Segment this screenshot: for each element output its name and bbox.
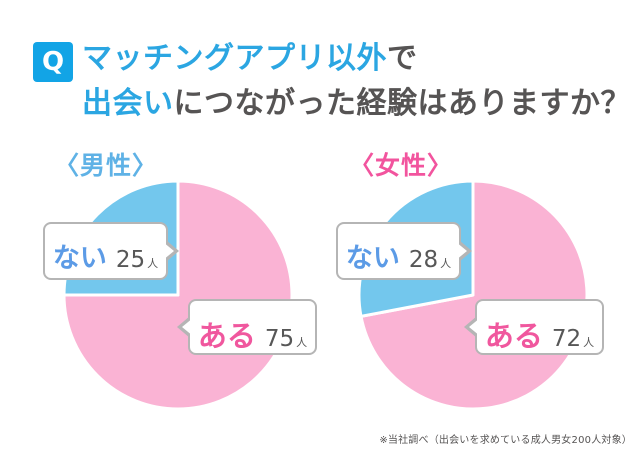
title-line-2-rest: につながった経験はありますか？ xyxy=(173,86,631,121)
question-title: マッチングアプリ以外で 出会いにつながった経験はありますか？ xyxy=(82,36,631,126)
male-no-unit: 人 xyxy=(147,257,159,270)
female-no-callout: ない 28 人 xyxy=(336,222,472,280)
male-yes-callout: ある 75 人 xyxy=(177,299,317,355)
female-no-label: ない xyxy=(345,243,400,274)
female-no-unit: 人 xyxy=(440,257,452,270)
question-badge: Q xyxy=(33,42,73,82)
female-group-label: 〈女性〉 xyxy=(349,151,454,180)
female-yes-unit: 人 xyxy=(583,336,595,349)
male-group-label: 〈男性〉 xyxy=(54,151,159,180)
female-yes-callout: ある 72 人 xyxy=(464,299,604,355)
male-yes-label: ある xyxy=(197,319,256,353)
female-yes-count: 72 xyxy=(551,326,582,352)
female-no-count: 28 xyxy=(408,247,439,273)
survey-footnote: ※当社調べ（出会いを求めている成人男女200人対象） xyxy=(379,435,632,446)
title-line-1: マッチングアプリ以外で xyxy=(82,36,631,81)
title-line-2: 出会いにつながった経験はありますか？ xyxy=(82,81,631,126)
title-line-1-rest: で xyxy=(387,41,418,76)
male-yes-unit: 人 xyxy=(296,336,308,349)
title-line-1-highlight: マッチングアプリ以外 xyxy=(82,41,387,76)
title-line-2-highlight: 出会い xyxy=(82,86,174,121)
male-yes-count: 75 xyxy=(264,326,295,352)
male-no-label: ない xyxy=(52,243,107,274)
female-yes-label: ある xyxy=(484,319,543,353)
male-no-count: 25 xyxy=(115,247,146,273)
male-pie-chart xyxy=(62,179,294,411)
male-no-callout: ない 25 人 xyxy=(43,222,179,280)
female-pie-chart xyxy=(357,179,589,411)
